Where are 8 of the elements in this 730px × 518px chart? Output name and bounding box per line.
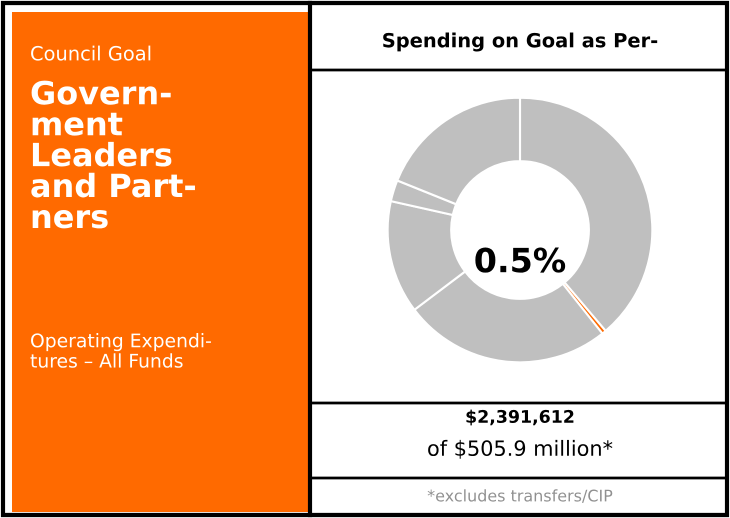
- text: of $505.9 million*: [428, 440, 612, 459]
- text: *excludes transfers/CIP: [428, 489, 612, 503]
- chart-title: Spending on Goal as Per-: [383, 32, 658, 52]
- text: Council Goal: [31, 46, 150, 61]
- text: 0.5%: [475, 247, 566, 273]
- text: Govern- ment Leaders and Part- ners: [31, 80, 195, 228]
- text: Operating Expendi- tures – All Funds: [30, 333, 211, 368]
- text: $2,391,612: [466, 410, 574, 426]
